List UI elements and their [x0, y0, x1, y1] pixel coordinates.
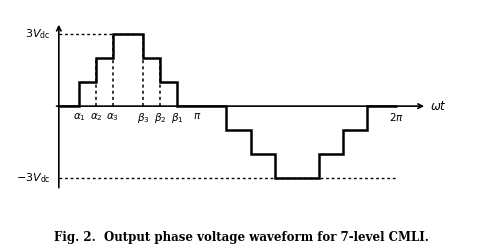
Text: $\pi$: $\pi$: [193, 112, 201, 122]
Text: $-3V_{\rm dc}$: $-3V_{\rm dc}$: [16, 172, 51, 185]
Text: $2\pi$: $2\pi$: [389, 112, 404, 123]
Text: $\alpha_2$: $\alpha_2$: [90, 112, 102, 123]
Text: $3V_{\rm dc}$: $3V_{\rm dc}$: [25, 27, 51, 41]
Text: $\omega t$: $\omega t$: [430, 100, 447, 113]
Text: $\alpha_1$: $\alpha_1$: [73, 112, 85, 123]
Text: $\beta_2$: $\beta_2$: [154, 112, 166, 125]
Text: $\beta_3$: $\beta_3$: [137, 112, 149, 125]
Text: $\alpha_3$: $\alpha_3$: [107, 112, 120, 123]
Text: Fig. 2.  Output phase voltage waveform for 7-level CMLI.: Fig. 2. Output phase voltage waveform fo…: [54, 231, 428, 244]
Text: $\beta_1$: $\beta_1$: [171, 112, 183, 125]
